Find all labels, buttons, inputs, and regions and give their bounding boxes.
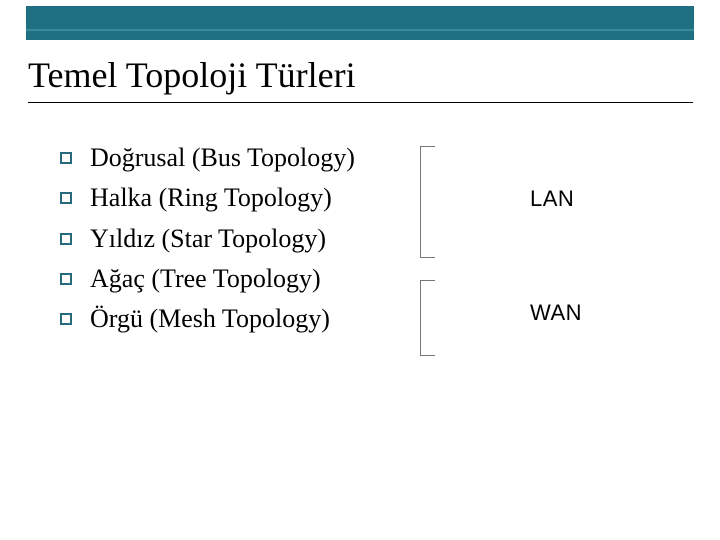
bullet-list: Doğrusal (Bus Topology) Halka (Ring Topo… <box>60 138 355 339</box>
list-item-label: Doğrusal (Bus Topology) <box>90 138 355 178</box>
slide-title: Temel Topoloji Türleri <box>28 54 356 96</box>
list-item: Ağaç (Tree Topology) <box>60 259 355 299</box>
list-item-label: Halka (Ring Topology) <box>90 178 332 218</box>
slide: Temel Topoloji Türleri Doğrusal (Bus Top… <box>0 0 720 540</box>
list-item: Doğrusal (Bus Topology) <box>60 138 355 178</box>
list-item: Yıldız (Star Topology) <box>60 219 355 259</box>
list-item: Örgü (Mesh Topology) <box>60 299 355 339</box>
list-item: Halka (Ring Topology) <box>60 178 355 218</box>
bracket-wan <box>420 280 435 356</box>
list-item-label: Örgü (Mesh Topology) <box>90 299 330 339</box>
square-bullet-icon <box>60 273 72 285</box>
bracket-lan <box>420 146 435 258</box>
title-underline <box>28 102 693 103</box>
list-item-label: Yıldız (Star Topology) <box>90 219 326 259</box>
square-bullet-icon <box>60 152 72 164</box>
group-label-lan: LAN <box>530 186 574 212</box>
group-label-wan: WAN <box>530 300 582 326</box>
square-bullet-icon <box>60 192 72 204</box>
header-decoration-bar <box>26 6 694 40</box>
square-bullet-icon <box>60 313 72 325</box>
list-item-label: Ağaç (Tree Topology) <box>90 259 321 299</box>
square-bullet-icon <box>60 233 72 245</box>
